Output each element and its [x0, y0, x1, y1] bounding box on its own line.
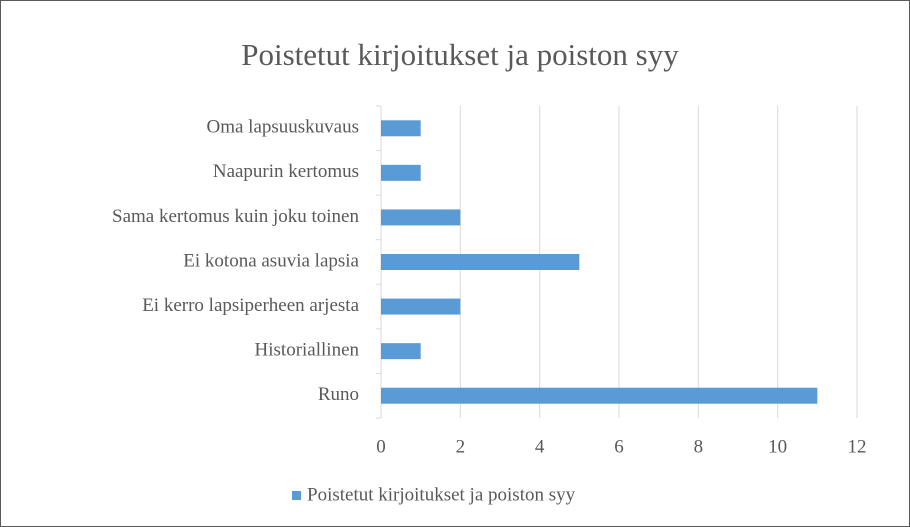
x-tick-label: 4: [535, 436, 545, 457]
y-tick-label: Ei kotona asuvia lapsia: [183, 250, 359, 271]
y-tick-label: Ei kerro lapsiperheen arjesta: [142, 295, 359, 316]
x-tick-label: 12: [848, 436, 867, 457]
y-tick-label: Runo: [318, 384, 359, 405]
x-tick-label: 8: [694, 436, 704, 457]
bar: [381, 209, 461, 226]
bar: [381, 254, 580, 270]
x-tick-label: 2: [456, 436, 466, 457]
y-tick-label: Historiallinen: [255, 340, 360, 361]
bar: [381, 387, 818, 404]
y-tick-label: Naapurin kertomus: [213, 161, 359, 182]
legend-label: Poistetut kirjoitukset ja poiston syy: [307, 484, 576, 505]
bar: [381, 164, 421, 181]
x-tick-label: 0: [376, 436, 386, 457]
y-tick-label: Oma lapsuuskuvaus: [206, 117, 359, 138]
bar: [381, 298, 461, 315]
x-tick-label: 6: [614, 436, 624, 457]
chart-title: Poistetut kirjoitukset ja poiston syy: [241, 37, 679, 72]
x-tick-label: 10: [768, 436, 787, 457]
bar: [381, 343, 421, 360]
legend-swatch: [292, 491, 301, 500]
y-tick-label: Sama kertomus kuin joku toinen: [112, 206, 359, 227]
bar: [381, 120, 421, 137]
